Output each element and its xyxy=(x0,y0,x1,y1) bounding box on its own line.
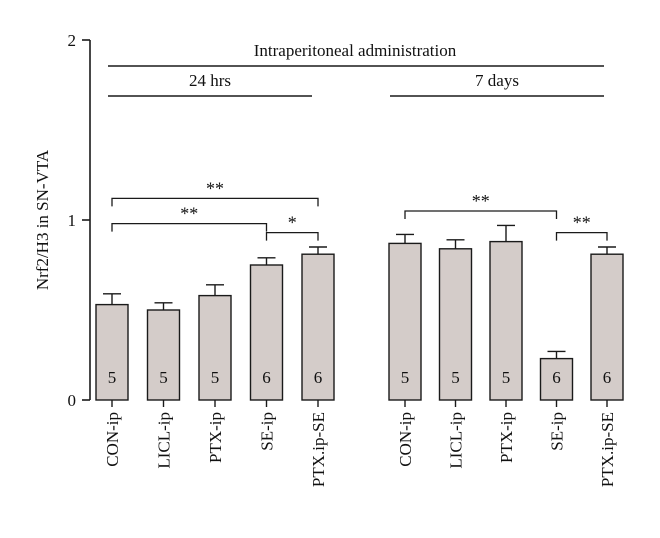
bar xyxy=(539,357,574,401)
significance-label: * xyxy=(288,213,297,233)
y-ticks: 0 1 2 xyxy=(68,31,90,410)
x-tick-label: LICL-ip xyxy=(447,412,466,469)
significance-bracket: ** xyxy=(111,204,268,232)
x-tick-label: SE-ip xyxy=(258,412,277,451)
bar xyxy=(388,242,422,401)
significance-label: ** xyxy=(180,204,198,224)
x-tick-label: LICL-ip xyxy=(155,412,174,469)
significance-label: ** xyxy=(573,213,591,233)
bar-group: 24 hrs 5 CON-ip 5 LICL-ip 5 PTX-ip 6 SE-ip 6 PTX.i… xyxy=(95,71,335,487)
bar xyxy=(489,240,523,401)
x-tick-label: PTX.ip-SE xyxy=(309,412,328,487)
x-tick-label: PTX.ip-SE xyxy=(598,412,617,487)
x-tick-label: SE-ip xyxy=(548,412,567,451)
x-tick-label: CON-ip xyxy=(396,412,415,467)
bar-groups: 24 hrs 5 CON-ip 5 LICL-ip 5 PTX-ip 6 SE-ip 6 PTX.i… xyxy=(95,71,624,487)
bracket-line xyxy=(404,210,558,219)
bar xyxy=(438,248,473,401)
bracket-line xyxy=(555,231,608,241)
significance-bracket: ** xyxy=(555,213,608,241)
bracket-line xyxy=(265,231,319,241)
sample-size-label: 5 xyxy=(108,368,117,387)
administration-header: Intraperitoneal administration xyxy=(254,41,457,60)
significance-label: ** xyxy=(206,178,224,198)
sample-size-label: 6 xyxy=(603,368,612,387)
group-label: 24 hrs xyxy=(189,71,231,90)
sample-size-label: 6 xyxy=(262,368,271,387)
bar xyxy=(301,253,335,401)
bracket-line xyxy=(111,197,319,207)
sample-size-label: 5 xyxy=(159,368,168,387)
sample-size-label: 5 xyxy=(401,368,410,387)
bar-group: 7 days 5 CON-ip 5 LICL-ip 5 PTX-ip 6 SE-ip 6 PTX.i… xyxy=(388,71,624,487)
y-tick-label: 2 xyxy=(68,31,77,50)
sample-size-label: 6 xyxy=(314,368,323,387)
group-label: 7 days xyxy=(475,71,519,90)
x-tick-label: CON-ip xyxy=(103,412,122,467)
sample-size-label: 6 xyxy=(552,368,561,387)
significance-bracket: ** xyxy=(111,178,319,207)
significance-label: ** xyxy=(472,191,490,211)
y-tick-label: 0 xyxy=(68,391,77,410)
y-axis-label: Nrf2/H3 in SN-VTA xyxy=(33,149,52,290)
significance-bracket: ** xyxy=(404,191,558,219)
x-tick-label: PTX-ip xyxy=(206,412,225,463)
bracket-line xyxy=(111,222,268,232)
sample-size-label: 5 xyxy=(502,368,511,387)
x-tick-label: PTX-ip xyxy=(497,412,516,463)
y-tick-label: 1 xyxy=(68,211,77,230)
significance-bracket: * xyxy=(265,213,319,241)
bar xyxy=(249,264,284,401)
sample-size-label: 5 xyxy=(211,368,220,387)
sample-size-label: 5 xyxy=(451,368,460,387)
